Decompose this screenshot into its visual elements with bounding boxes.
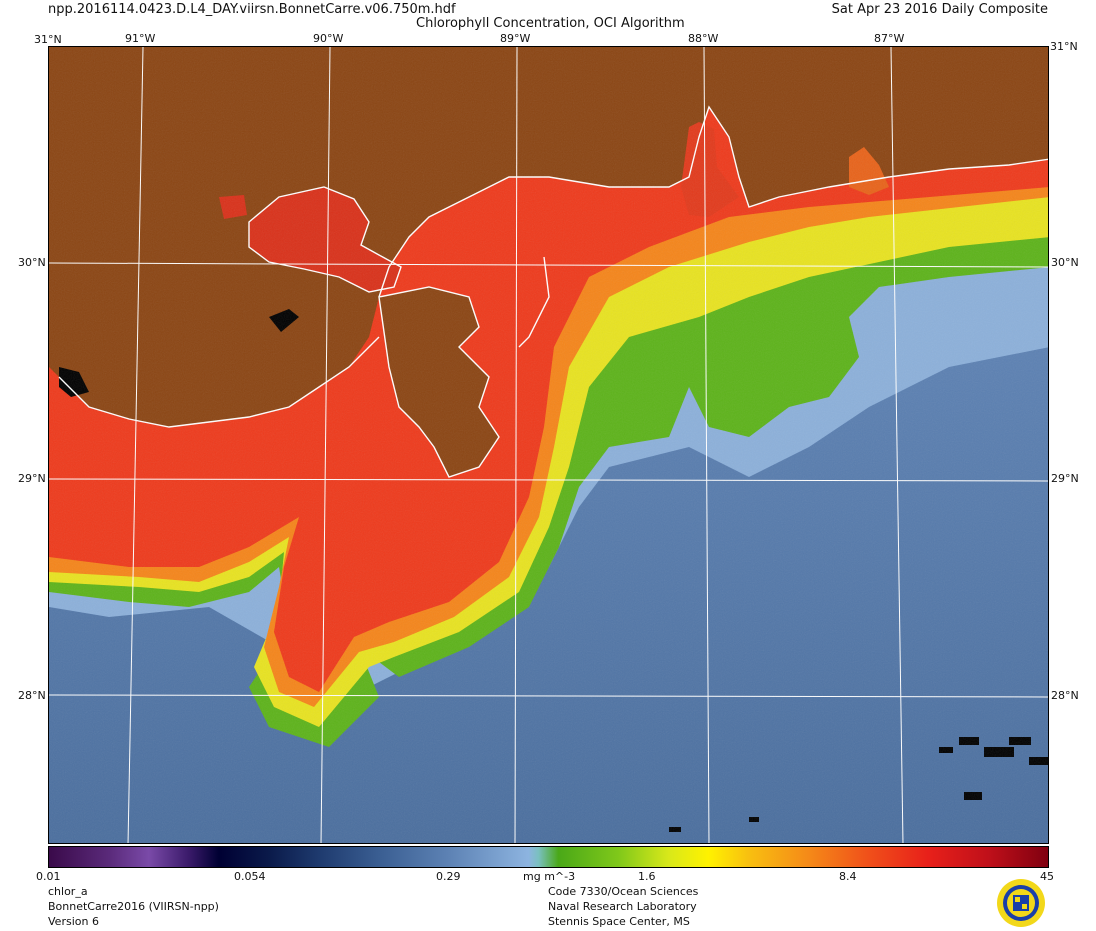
lat-label-30n-right: 30°N xyxy=(1051,256,1079,269)
product-title: Chlorophyll Concentration, OCI Algorithm xyxy=(416,16,685,31)
colorbar-units: mg m^-3 xyxy=(523,870,576,883)
corner-label-top-right: 31°N xyxy=(1050,40,1078,53)
lon-label-91w: 91°W xyxy=(125,32,156,45)
footer-dataset-name: BonnetCarre2016 (VIIRSN-npp) xyxy=(48,900,219,913)
footer-org-code: Code 7330/Ocean Sciences xyxy=(548,885,699,898)
lon-label-88w: 88°W xyxy=(688,32,719,45)
map-canvas xyxy=(49,47,1048,843)
colorbar-tick-0: 0.01 xyxy=(36,870,61,883)
lat-label-28n-left: 28°N xyxy=(18,689,46,702)
footer-product-name: chlor_a xyxy=(48,885,88,898)
texture-overlay xyxy=(49,47,1048,843)
lon-label-90w: 90°W xyxy=(313,32,344,45)
nrl-seal-logo xyxy=(997,879,1045,927)
colorbar-tick-2: 0.29 xyxy=(436,870,461,883)
colorbar-tick-1: 0.054 xyxy=(234,870,266,883)
footer-org-name: Naval Research Laboratory xyxy=(548,900,697,913)
lon-label-87w: 87°W xyxy=(874,32,905,45)
lat-label-29n-right: 29°N xyxy=(1051,472,1079,485)
colorbar-tick-3: 1.6 xyxy=(638,870,656,883)
lat-label-29n-left: 29°N xyxy=(18,472,46,485)
colorbar-tick-4: 8.4 xyxy=(839,870,857,883)
lat-label-30n-left: 30°N xyxy=(18,256,46,269)
colorbar xyxy=(48,846,1049,868)
date-label: Sat Apr 23 2016 Daily Composite xyxy=(831,2,1048,17)
chlorophyll-map xyxy=(48,46,1049,844)
corner-label-top-left: 31°N xyxy=(34,33,62,46)
filename-label: npp.2016114.0423.D.L4_DAY.viirsn.BonnetC… xyxy=(48,2,456,17)
lon-label-89w: 89°W xyxy=(500,32,531,45)
footer-location: Stennis Space Center, MS xyxy=(548,915,690,928)
colorbar-tick-5: 45 xyxy=(1040,870,1054,883)
lat-label-28n-right: 28°N xyxy=(1051,689,1079,702)
footer-version: Version 6 xyxy=(48,915,99,928)
